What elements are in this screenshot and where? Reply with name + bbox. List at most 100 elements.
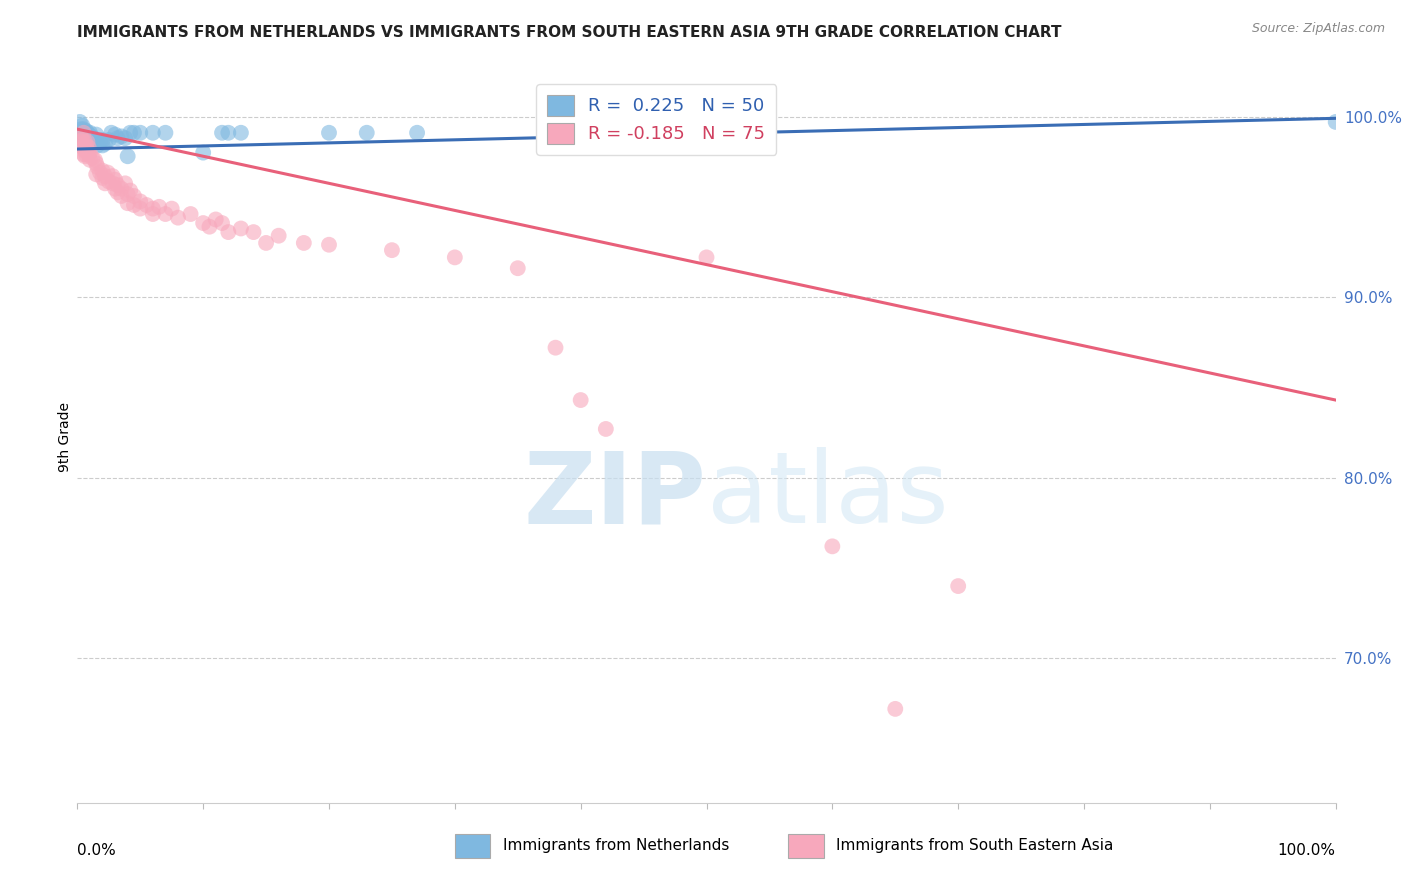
Point — [77, 128, 100, 142]
Point — [75, 147, 97, 161]
Point — [70, 129, 93, 144]
Point — [73, 133, 96, 147]
Point — [104, 182, 127, 196]
Point — [110, 189, 132, 203]
Point — [114, 177, 136, 191]
Text: 100.0%: 100.0% — [1278, 843, 1336, 858]
Point — [155, 207, 177, 221]
Point — [292, 235, 315, 250]
Point — [97, 133, 120, 147]
Point — [117, 196, 139, 211]
Point — [72, 119, 94, 133]
Point — [104, 128, 127, 142]
Point — [70, 128, 93, 142]
Point — [89, 135, 111, 149]
Point — [101, 169, 124, 183]
Point — [107, 186, 129, 200]
Point — [77, 147, 100, 161]
Point — [100, 126, 122, 140]
Point — [77, 138, 100, 153]
Text: Immigrants from South Eastern Asia: Immigrants from South Eastern Asia — [837, 838, 1114, 854]
Point — [884, 702, 907, 716]
Point — [76, 144, 98, 158]
Point — [86, 138, 108, 153]
Point — [191, 145, 215, 160]
Text: atlas: atlas — [707, 447, 948, 544]
Point — [89, 165, 111, 179]
Point — [76, 135, 98, 149]
Point — [217, 126, 239, 140]
Point — [120, 126, 142, 140]
Point — [75, 138, 97, 153]
Point — [82, 151, 104, 165]
Point — [72, 140, 94, 154]
Bar — [456, 834, 491, 858]
Point — [1324, 115, 1347, 129]
Point — [142, 207, 165, 221]
Point — [73, 126, 96, 140]
Point — [91, 138, 114, 153]
Point — [569, 392, 592, 407]
Point — [84, 135, 107, 149]
Point — [544, 341, 567, 355]
Point — [155, 126, 177, 140]
Point — [79, 145, 101, 160]
Point — [79, 153, 101, 167]
Point — [91, 163, 114, 178]
Point — [318, 126, 340, 140]
Point — [129, 126, 152, 140]
Point — [242, 225, 264, 239]
Point — [77, 140, 100, 154]
Point — [72, 147, 94, 161]
Point — [72, 140, 94, 154]
Point — [167, 211, 190, 225]
Point — [83, 131, 105, 145]
Point — [73, 149, 96, 163]
Text: Immigrants from Netherlands: Immigrants from Netherlands — [503, 838, 730, 854]
Point — [70, 122, 93, 136]
Point — [120, 184, 142, 198]
Point — [84, 167, 107, 181]
Point — [107, 178, 129, 193]
Point — [79, 126, 101, 140]
Point — [204, 212, 226, 227]
Point — [72, 126, 94, 140]
Point — [84, 153, 107, 167]
Point — [97, 175, 120, 189]
Point — [135, 198, 157, 212]
Point — [229, 221, 252, 235]
Point — [821, 539, 844, 553]
Point — [122, 189, 145, 203]
Text: IMMIGRANTS FROM NETHERLANDS VS IMMIGRANTS FROM SOUTH EASTERN ASIA 9TH GRADE CORR: IMMIGRANTS FROM NETHERLANDS VS IMMIGRANT… — [77, 25, 1062, 40]
Point — [75, 124, 97, 138]
Point — [80, 129, 103, 144]
Point — [229, 126, 252, 140]
Y-axis label: 9th Grade: 9th Grade — [58, 402, 72, 472]
Point — [107, 131, 129, 145]
Point — [444, 251, 467, 265]
Point — [101, 177, 124, 191]
Point — [69, 115, 91, 129]
Point — [267, 228, 290, 243]
Point — [70, 135, 93, 149]
Point — [72, 131, 94, 145]
Point — [82, 135, 104, 149]
Point — [211, 216, 233, 230]
Point — [595, 422, 617, 436]
Point — [117, 149, 139, 163]
Point — [506, 261, 529, 276]
Point — [75, 135, 97, 149]
Point — [117, 187, 139, 202]
Point — [79, 133, 101, 147]
Point — [129, 202, 152, 216]
Point — [595, 126, 617, 140]
Point — [73, 135, 96, 149]
Point — [217, 225, 239, 239]
Point — [91, 170, 114, 185]
Point — [84, 128, 107, 142]
Point — [180, 207, 202, 221]
Point — [254, 235, 277, 250]
Point — [110, 182, 132, 196]
Point — [72, 133, 94, 147]
Point — [114, 131, 136, 145]
